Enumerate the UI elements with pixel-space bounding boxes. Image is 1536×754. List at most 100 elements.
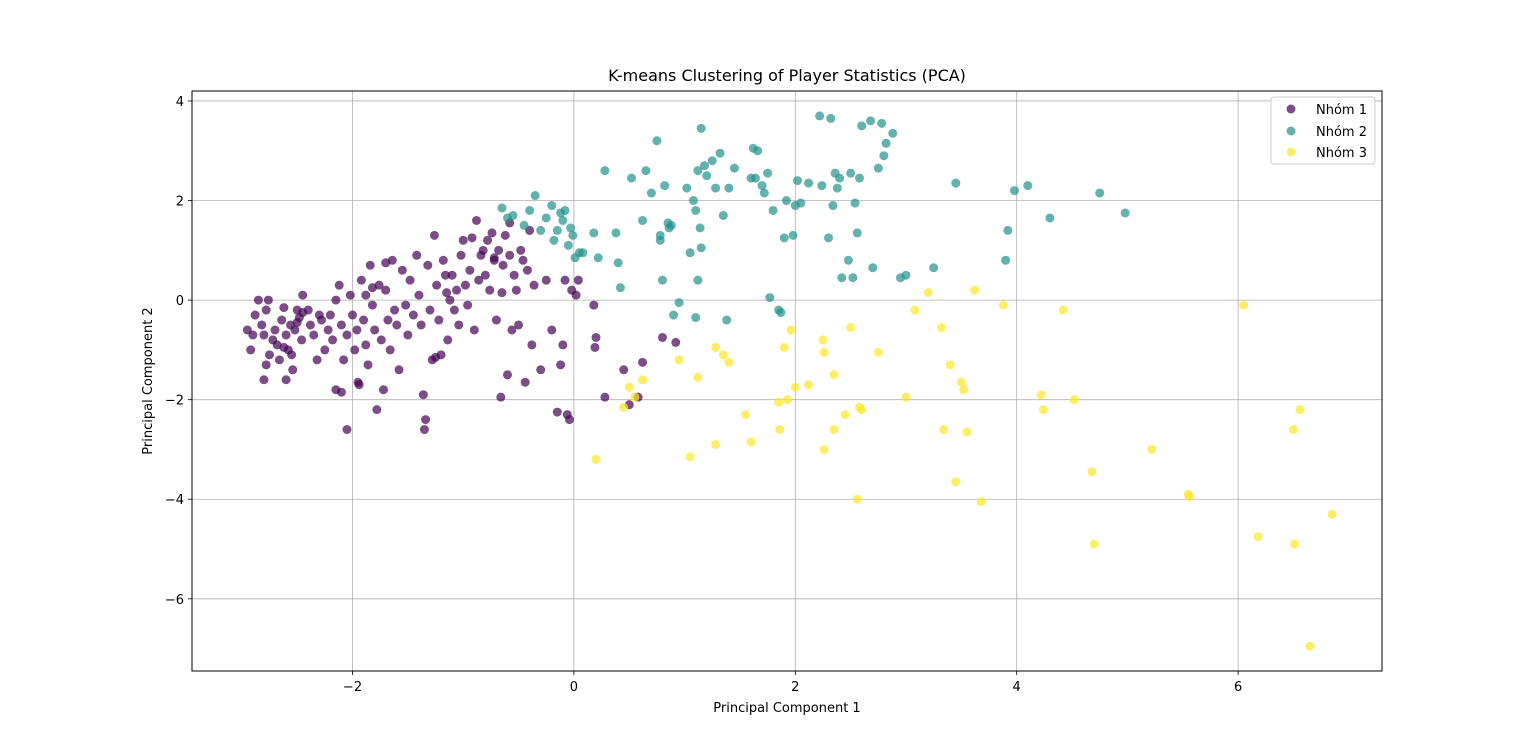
data-point bbox=[671, 337, 681, 347]
data-point bbox=[440, 270, 450, 280]
data-point bbox=[507, 325, 517, 335]
data-point bbox=[423, 260, 433, 270]
data-point bbox=[483, 235, 493, 245]
data-point bbox=[421, 415, 431, 425]
data-point bbox=[1069, 395, 1079, 405]
data-point bbox=[370, 325, 380, 335]
data-point bbox=[832, 183, 842, 193]
data-point bbox=[361, 340, 371, 350]
data-point bbox=[1288, 425, 1298, 435]
x-axis-label: Principal Component 1 bbox=[713, 701, 860, 716]
data-point bbox=[385, 345, 395, 355]
data-point bbox=[383, 315, 393, 325]
data-point bbox=[530, 191, 540, 201]
data-point bbox=[685, 248, 695, 258]
data-point bbox=[693, 372, 703, 382]
data-point bbox=[431, 352, 441, 362]
data-point bbox=[458, 235, 468, 245]
data-point bbox=[381, 285, 391, 295]
data-point bbox=[403, 330, 413, 340]
data-point bbox=[783, 395, 793, 405]
data-point bbox=[497, 288, 507, 298]
data-point bbox=[496, 392, 506, 402]
data-point bbox=[819, 347, 829, 357]
data-point bbox=[873, 163, 883, 173]
data-point bbox=[638, 215, 648, 225]
data-point bbox=[478, 245, 488, 255]
data-point bbox=[500, 230, 510, 240]
data-point bbox=[1147, 444, 1157, 454]
data-point bbox=[465, 265, 475, 275]
data-point bbox=[571, 290, 581, 300]
data-point bbox=[768, 205, 778, 215]
data-point bbox=[372, 405, 382, 415]
data-point bbox=[846, 168, 856, 178]
data-point bbox=[248, 330, 258, 340]
data-point bbox=[489, 253, 499, 263]
data-point bbox=[788, 230, 798, 240]
legend-marker-nhom-3 bbox=[1286, 147, 1296, 157]
data-point bbox=[682, 183, 692, 193]
data-point bbox=[320, 345, 330, 355]
data-point bbox=[264, 350, 274, 360]
data-point bbox=[381, 258, 391, 268]
legend-marker-nhom-1 bbox=[1286, 104, 1296, 114]
data-point bbox=[715, 148, 725, 158]
data-point bbox=[522, 265, 532, 275]
data-point bbox=[724, 183, 734, 193]
data-point bbox=[432, 280, 442, 290]
data-point bbox=[819, 444, 829, 454]
data-point bbox=[480, 270, 490, 280]
data-point bbox=[852, 228, 862, 238]
data-point bbox=[447, 270, 457, 280]
data-point bbox=[566, 223, 576, 233]
data-point bbox=[630, 392, 640, 402]
data-point bbox=[463, 300, 473, 310]
legend-label-nhom-1: Nhóm 1 bbox=[1316, 103, 1367, 118]
data-point bbox=[1045, 213, 1055, 223]
data-point bbox=[696, 243, 706, 253]
data-point bbox=[613, 258, 623, 268]
data-point bbox=[740, 410, 750, 420]
data-point bbox=[1295, 405, 1305, 415]
data-point bbox=[779, 233, 789, 243]
data-point bbox=[365, 260, 375, 270]
data-point bbox=[379, 385, 389, 395]
data-point bbox=[1038, 405, 1048, 415]
data-point bbox=[416, 320, 426, 330]
legend-label-nhom-2: Nhóm 2 bbox=[1316, 125, 1367, 140]
data-point bbox=[600, 392, 610, 402]
data-point bbox=[962, 427, 972, 437]
data-point bbox=[469, 325, 479, 335]
data-point bbox=[309, 330, 319, 340]
x-tick-label: 4 bbox=[1013, 680, 1021, 695]
data-point bbox=[353, 377, 363, 387]
x-tick-label: 6 bbox=[1234, 680, 1242, 695]
data-point bbox=[700, 161, 710, 171]
data-point bbox=[361, 290, 371, 300]
data-point bbox=[487, 228, 497, 238]
y-tick-label: −6 bbox=[165, 593, 184, 608]
data-point bbox=[1023, 181, 1033, 191]
data-point bbox=[250, 310, 260, 320]
data-point bbox=[376, 335, 386, 345]
data-point bbox=[297, 335, 307, 345]
data-point bbox=[552, 225, 562, 235]
data-point bbox=[774, 397, 784, 407]
data-point bbox=[312, 355, 322, 365]
data-point bbox=[509, 270, 519, 280]
data-point bbox=[857, 405, 867, 415]
data-point bbox=[348, 310, 358, 320]
data-point bbox=[345, 290, 355, 300]
data-point bbox=[793, 176, 803, 186]
data-point bbox=[837, 273, 847, 283]
data-point bbox=[290, 325, 300, 335]
series-nhom-1 bbox=[242, 215, 681, 435]
data-point bbox=[846, 322, 856, 332]
y-tick-label: 2 bbox=[176, 195, 184, 210]
data-point bbox=[1003, 225, 1013, 235]
data-point bbox=[520, 377, 530, 387]
data-point bbox=[412, 250, 422, 260]
data-point bbox=[1001, 255, 1011, 265]
data-point bbox=[434, 315, 444, 325]
